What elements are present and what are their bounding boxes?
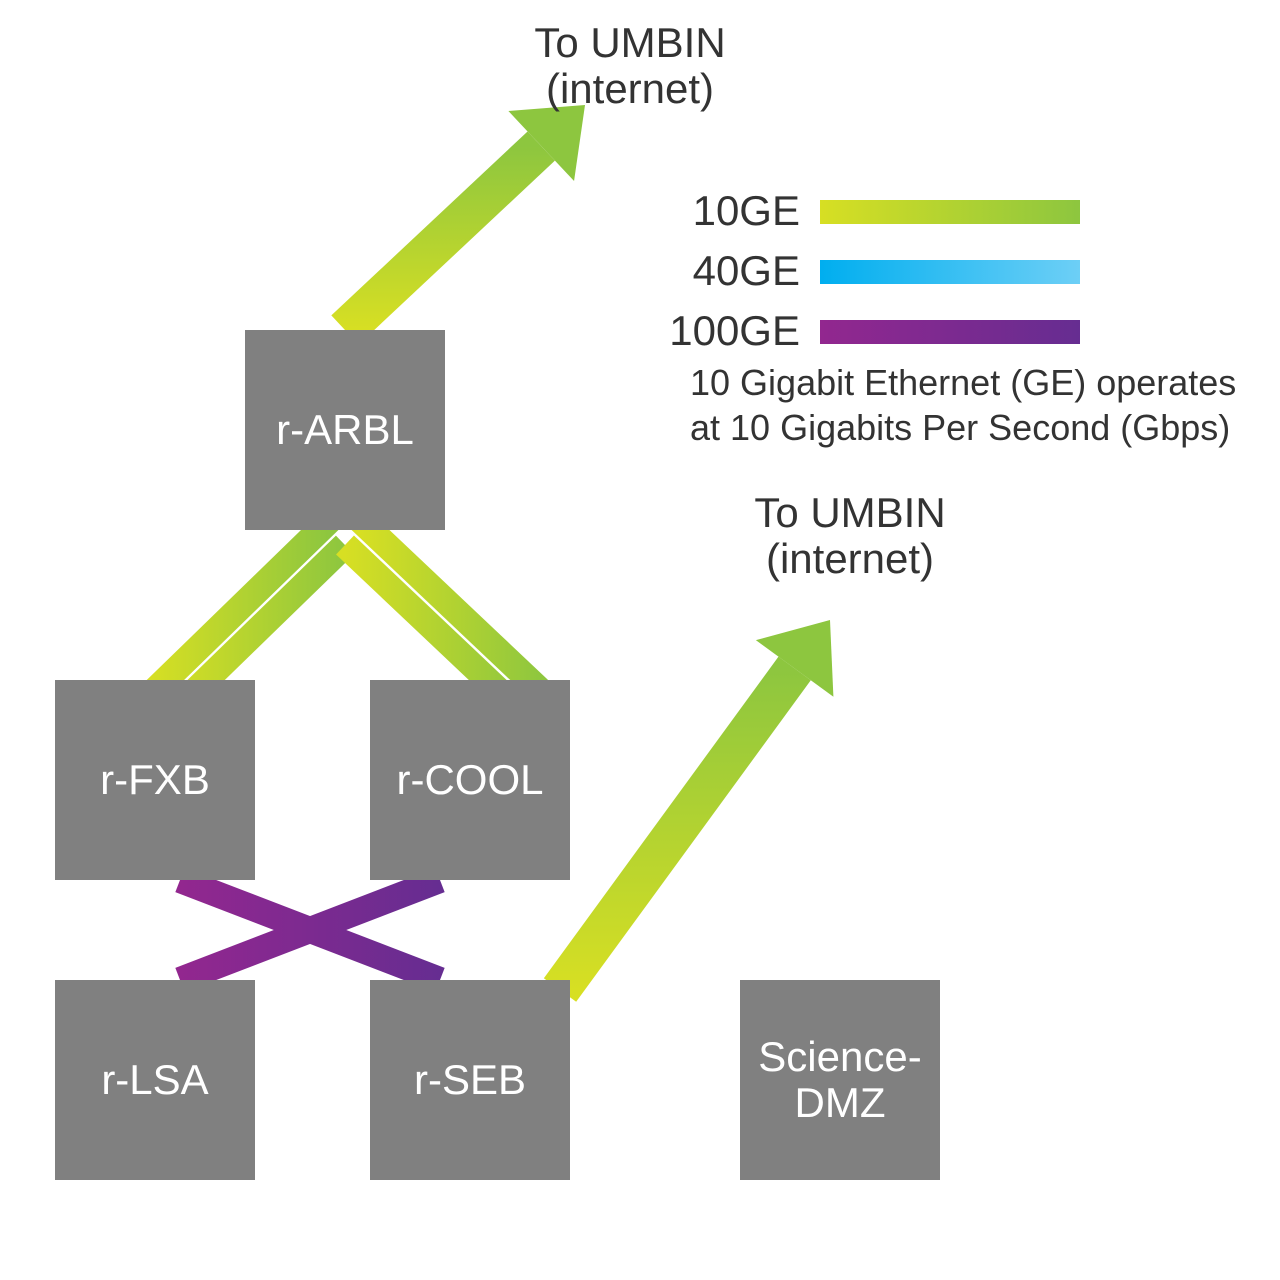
node-dmz-label: Science- DMZ [740, 980, 940, 1180]
legend-10ge-label: 10GE [620, 188, 800, 234]
link-ge10 [150, 520, 330, 695]
node-arbl-label: r-ARBL [245, 330, 445, 530]
legend-40ge-label: 40GE [620, 248, 800, 294]
legend-100ge-label: 100GE [620, 308, 800, 354]
node-lsa-label: r-LSA [55, 980, 255, 1180]
arrow-top-shaft [345, 146, 541, 330]
legend-note: 10 Gigabit Ethernet (GE) operates at 10 … [690, 360, 1260, 450]
dest-top-label: To UMBIN (internet) [500, 20, 760, 112]
dest-right-label: To UMBIN (internet) [720, 490, 980, 582]
node-cool-label: r-COOL [370, 680, 570, 880]
legend-bar-ge10 [820, 200, 1080, 224]
node-fxb-label: r-FXB [55, 680, 255, 880]
node-seb-label: r-SEB [370, 980, 570, 1180]
legend-bar-ge40 [820, 260, 1080, 284]
legend-bar-ge100 [820, 320, 1080, 344]
arrow-right-shaft [560, 668, 795, 990]
link-ge10 [360, 520, 545, 695]
